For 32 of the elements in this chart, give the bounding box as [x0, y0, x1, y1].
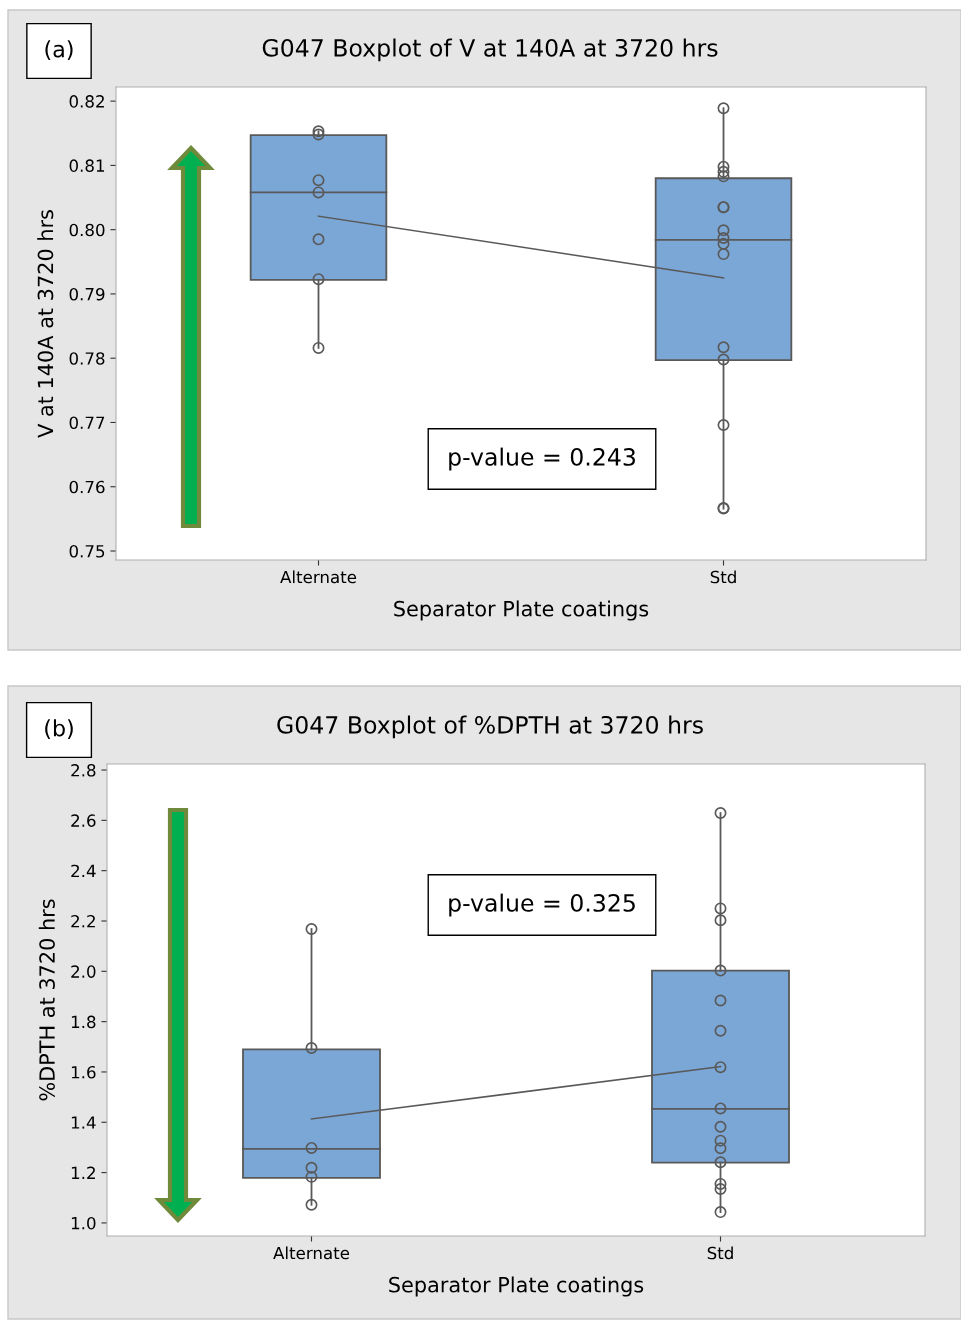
x-tick-label: Std	[710, 570, 736, 584]
chart-title: G047 Boxplot of V at 140A at 3720 hrs	[262, 38, 718, 62]
y-tick-label: 1.0	[71, 1216, 96, 1230]
y-tick-label: 2.6	[71, 814, 96, 827]
annotation: p-value = 0.243	[449, 447, 635, 471]
text: (a)	[45, 40, 73, 61]
y-tick-label: 1.2	[71, 1166, 95, 1179]
y-tick-label: 2.4	[71, 864, 96, 878]
y-tick-label: 0.82	[69, 95, 104, 108]
x-axis-title: Separator Plate coatings	[394, 600, 649, 621]
x-tick-label: Std	[707, 1246, 733, 1260]
y-tick-label: 2.2	[71, 914, 95, 928]
annotation: p-value = 0.325	[449, 893, 635, 917]
y-tick-label: 1.8	[71, 1015, 96, 1029]
y-axis-title: V at 140A at 3720 hrs	[37, 210, 54, 438]
y-tick-label: 0.80	[69, 223, 105, 237]
y-tick-label: 2.8	[71, 764, 96, 777]
x-tick-label: Alternate	[273, 1246, 350, 1260]
text: (b)	[45, 719, 73, 740]
y-tick-label: 0.76	[69, 480, 105, 494]
x-tick-label: Alternate	[280, 570, 357, 584]
y-tick-label: 0.75	[69, 544, 105, 558]
y-axis-title: %DPTH at 3720 hrs	[38, 899, 55, 1101]
chart-title: G047 Boxplot of %DPTH at 3720 hrs	[277, 715, 703, 739]
y-tick-label: 2.0	[71, 965, 96, 978]
y-tick-label: 0.79	[69, 287, 105, 301]
y-tick-label: 1.4	[71, 1116, 96, 1129]
y-tick-label: 1.6	[71, 1065, 96, 1079]
y-tick-label: 0.78	[69, 352, 105, 365]
y-tick-label: 0.81	[69, 159, 105, 172]
x-axis-title: Separator Plate coatings	[389, 1276, 644, 1297]
y-tick-label: 0.77	[69, 416, 105, 430]
